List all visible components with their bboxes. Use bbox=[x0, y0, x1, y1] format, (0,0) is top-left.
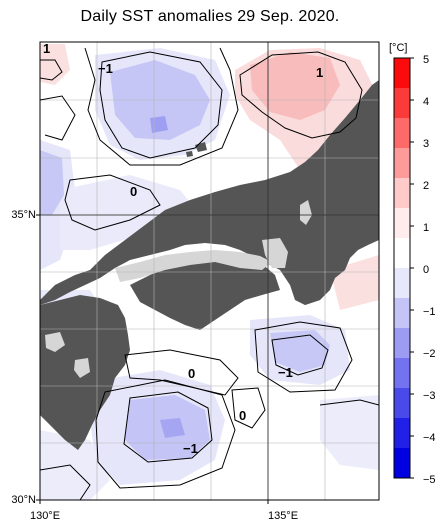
contour-neg1-south bbox=[123, 391, 213, 463]
land-mass bbox=[40, 80, 379, 450]
contour-zero-north bbox=[84, 47, 239, 166]
lat-label-30n: 30°N bbox=[11, 494, 36, 506]
axis-ticks bbox=[36, 214, 269, 504]
lon-label-130e: 130°E bbox=[29, 510, 61, 522]
contour-label-zero-south: 0 bbox=[188, 366, 196, 381]
lon-label-135e: 135°E bbox=[267, 510, 299, 522]
contour-zero-south2 bbox=[231, 387, 266, 429]
anomaly-region-neg-north-dark bbox=[150, 116, 168, 133]
contour-label-neg1-top: −1 bbox=[98, 61, 113, 76]
contour-pos1-north bbox=[239, 51, 363, 139]
colorbar-segment bbox=[394, 148, 410, 179]
contour-zero-south3 bbox=[95, 379, 236, 489]
colorbar-tick-2: 2 bbox=[423, 180, 430, 192]
colorbar-segment bbox=[394, 238, 410, 269]
colorbar-tick-neg5: −5 bbox=[423, 474, 436, 486]
contour-label-pos1-right: 1 bbox=[316, 65, 324, 80]
colorbar bbox=[394, 57, 414, 479]
islet-2 bbox=[186, 151, 193, 157]
contour-label-neg1-south: −1 bbox=[183, 441, 198, 456]
colorbar-frame bbox=[393, 57, 411, 479]
anomaly-region-neg-east-lower bbox=[320, 395, 379, 470]
colorbar-segment bbox=[394, 388, 410, 419]
colorbar-segment bbox=[394, 418, 410, 449]
contour-label-zero-mid: 0 bbox=[130, 184, 138, 199]
contour-zero-northwest bbox=[40, 95, 76, 141]
colorbar-segment bbox=[394, 448, 410, 479]
contour-zero-east bbox=[254, 321, 353, 393]
inland-waters bbox=[45, 200, 312, 378]
map-title: Daily SST anomalies 29 Sep. 2020. bbox=[80, 8, 340, 25]
colorbar-tick-neg2: −2 bbox=[423, 348, 436, 360]
bay-kyushu bbox=[74, 358, 90, 378]
contour-label-zero-south2: 0 bbox=[239, 408, 247, 423]
colorbar-segment bbox=[394, 358, 410, 389]
colorbar-tick-neg4: −4 bbox=[423, 432, 436, 444]
anomaly-region-pos-northeast-strong bbox=[250, 52, 340, 120]
colorbar-segment bbox=[394, 328, 410, 359]
contour-zero-southwest bbox=[40, 464, 91, 500]
colorbar-tick-0: 0 bbox=[423, 264, 430, 276]
anomaly-region-pos-northwest bbox=[40, 44, 70, 85]
anomaly-region-neg-south-lower bbox=[40, 430, 110, 500]
seto-inland-sea bbox=[115, 250, 272, 282]
colorbar-segment bbox=[394, 298, 410, 329]
contour-lines bbox=[40, 47, 379, 500]
colorbar-segment bbox=[394, 118, 410, 149]
anomaly-region-neg-west-mid bbox=[40, 150, 64, 215]
colorbar-segment bbox=[394, 58, 410, 89]
colorbar-tick-neg3: −3 bbox=[423, 390, 436, 402]
colorbar-unit: [°C] bbox=[389, 42, 408, 54]
contour-pos1-northwest bbox=[40, 59, 63, 81]
colorbar-tick-neg1: −1 bbox=[423, 306, 436, 318]
colorbar-tick-4: 4 bbox=[423, 96, 430, 108]
colorbar-segment bbox=[394, 268, 410, 299]
lake-biwa bbox=[300, 200, 312, 225]
contour-zero-southeast bbox=[319, 399, 379, 406]
contour-zero-mid bbox=[64, 174, 161, 231]
colorbar-tick-5: 5 bbox=[423, 54, 430, 66]
colorbar-segment bbox=[394, 178, 410, 209]
anomaly-region-neg-mid bbox=[60, 175, 200, 250]
contour-neg1-east bbox=[271, 334, 329, 376]
bay-west bbox=[45, 332, 65, 352]
anomaly-region-neg-east-mid bbox=[270, 330, 330, 372]
colorbar-segment bbox=[394, 208, 410, 239]
colorbar-tick-1: 1 bbox=[423, 222, 430, 234]
map-frame bbox=[39, 41, 380, 501]
osaka-bay bbox=[262, 238, 288, 268]
contour-label-pos1-tl: 1 bbox=[43, 41, 51, 56]
contour-zero-south bbox=[124, 349, 239, 396]
contour-label-neg1-east: −1 bbox=[278, 365, 293, 380]
colorbar-tick-3: 3 bbox=[423, 138, 430, 150]
kii-peninsula-land bbox=[290, 230, 330, 305]
lat-label-35n: 35°N bbox=[11, 209, 36, 221]
colorbar-segment bbox=[394, 88, 410, 119]
shikoku-land bbox=[130, 255, 280, 330]
contour-neg1-north bbox=[99, 51, 223, 159]
anomaly-region-neg-south-dark bbox=[160, 418, 185, 438]
grid-major-lines bbox=[40, 42, 379, 500]
